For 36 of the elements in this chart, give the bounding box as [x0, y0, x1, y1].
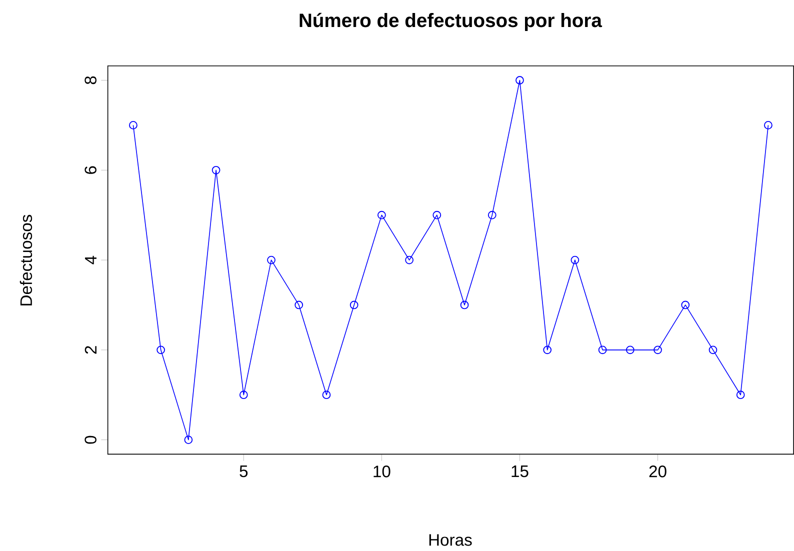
- y-tick-label: 0: [84, 436, 96, 444]
- point: [156, 346, 166, 354]
- point: [570, 256, 580, 264]
- y-axis-title: Defectuosos: [20, 214, 32, 306]
- y-tick-label: 4: [85, 256, 96, 264]
- point: [322, 390, 331, 400]
- y-tick-label: 6: [84, 166, 96, 174]
- point: [516, 76, 524, 84]
- point: [488, 210, 496, 220]
- point: [350, 300, 358, 310]
- point: [598, 346, 607, 354]
- x-axis-title: Horas: [429, 534, 472, 546]
- point: [654, 346, 662, 354]
- y-tick-label: 8: [84, 76, 96, 84]
- point: [405, 256, 414, 264]
- point: [543, 346, 552, 354]
- point: [681, 300, 690, 310]
- point: [184, 436, 193, 444]
- point: [212, 166, 220, 174]
- chart-title: Número de defectuosos por hora: [300, 12, 602, 32]
- x-tick-label: 15: [512, 466, 528, 478]
- point: [626, 346, 634, 354]
- point: [129, 121, 138, 130]
- y-tick-label: 2: [84, 346, 96, 354]
- point: [764, 121, 772, 130]
- point: [239, 390, 248, 400]
- point: [708, 346, 718, 354]
- point: [267, 256, 276, 264]
- point: [378, 210, 386, 220]
- x-tick-label: 10: [374, 466, 390, 478]
- point: [294, 300, 304, 310]
- x-tick-label: 20: [649, 466, 666, 478]
- point: [736, 390, 745, 400]
- point: [432, 210, 442, 220]
- point: [460, 300, 469, 310]
- x-tick-label: 5: [240, 466, 248, 478]
